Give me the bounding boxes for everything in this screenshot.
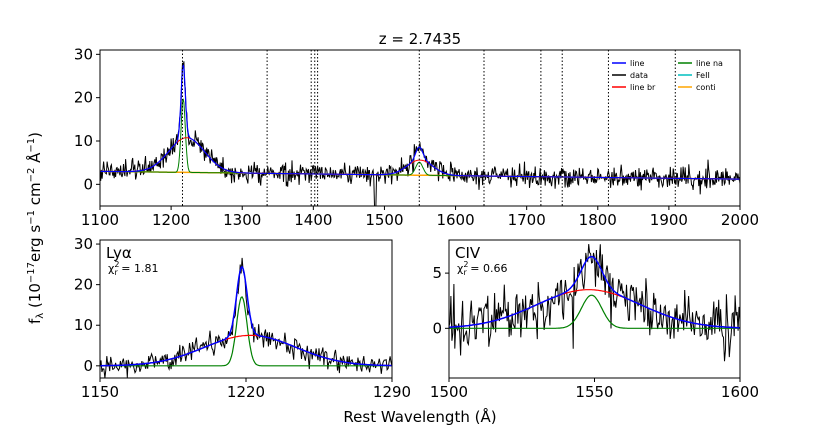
x-tick-label: 1500: [430, 383, 468, 401]
chi2-annotation: χ2 r = 0.66: [457, 260, 507, 277]
x-tick-label: 1700: [508, 211, 546, 229]
panel-full-spectrum: 1100 1200 1300 1400 1500 1600 1700 1800 1900 2000…: [74, 30, 759, 229]
line-na-curve: [100, 296, 392, 367]
y-tick-label: 20: [74, 276, 93, 294]
x-tick-label: 1500: [365, 211, 403, 229]
legend-label: FeII: [696, 71, 710, 80]
y-tick-label: 0: [83, 175, 93, 193]
data-line: [100, 61, 740, 206]
legend-label: line na: [696, 59, 723, 68]
chi2-annotation: χ2 r = 1.81: [108, 260, 158, 277]
line-model-curve: [100, 265, 392, 367]
line-na-curve: [449, 294, 740, 329]
x-tick-label: 1150: [81, 383, 119, 401]
line-model-curve: [100, 64, 740, 180]
y-tick-label: 30: [74, 235, 93, 253]
panel-annotation: Lyα: [106, 244, 132, 262]
x-tick-label: 1600: [721, 383, 759, 401]
x-axis-label: Rest Wavelength (Å): [343, 407, 496, 426]
x-tick-label: 1200: [152, 211, 190, 229]
legend-label: line br: [630, 83, 656, 92]
y-tick-label: 20: [74, 89, 93, 107]
x-tick-label: 1900: [650, 211, 688, 229]
x-tick-label: 1550: [575, 383, 613, 401]
panel-annotation: CIV: [455, 244, 481, 262]
x-tick-label: 1400: [294, 211, 332, 229]
legend-label: conti: [696, 83, 716, 92]
x-tick-label: 1800: [579, 211, 617, 229]
y-tick-label: 10: [74, 316, 93, 334]
x-tick-label: 1220: [227, 383, 265, 401]
y-tick-label: 10: [74, 132, 93, 150]
plot-frame: [99, 49, 741, 207]
y-tick-label: 0: [83, 357, 93, 375]
x-tick-label: 2000: [721, 211, 759, 229]
line-br-curve: [100, 334, 392, 367]
legend-label: line: [630, 59, 645, 68]
x-tick-label: 1100: [81, 211, 119, 229]
data-line: [100, 257, 392, 378]
y-tick-label: 0: [432, 319, 442, 337]
plot-frame: [99, 239, 393, 379]
y-tick-label: 5: [432, 264, 442, 282]
line-model-curve: [449, 255, 740, 329]
x-tick-label: 1290: [373, 383, 411, 401]
x-tick-label: 1600: [436, 211, 474, 229]
y-tick-label: 30: [74, 45, 93, 63]
y-axis-label: fλ (10−17erg s−1 cm−2 Å−1): [25, 132, 46, 324]
chart-title: z = 2.7435: [379, 30, 461, 48]
legend-label: data: [630, 71, 648, 80]
x-tick-label: 1300: [223, 211, 261, 229]
